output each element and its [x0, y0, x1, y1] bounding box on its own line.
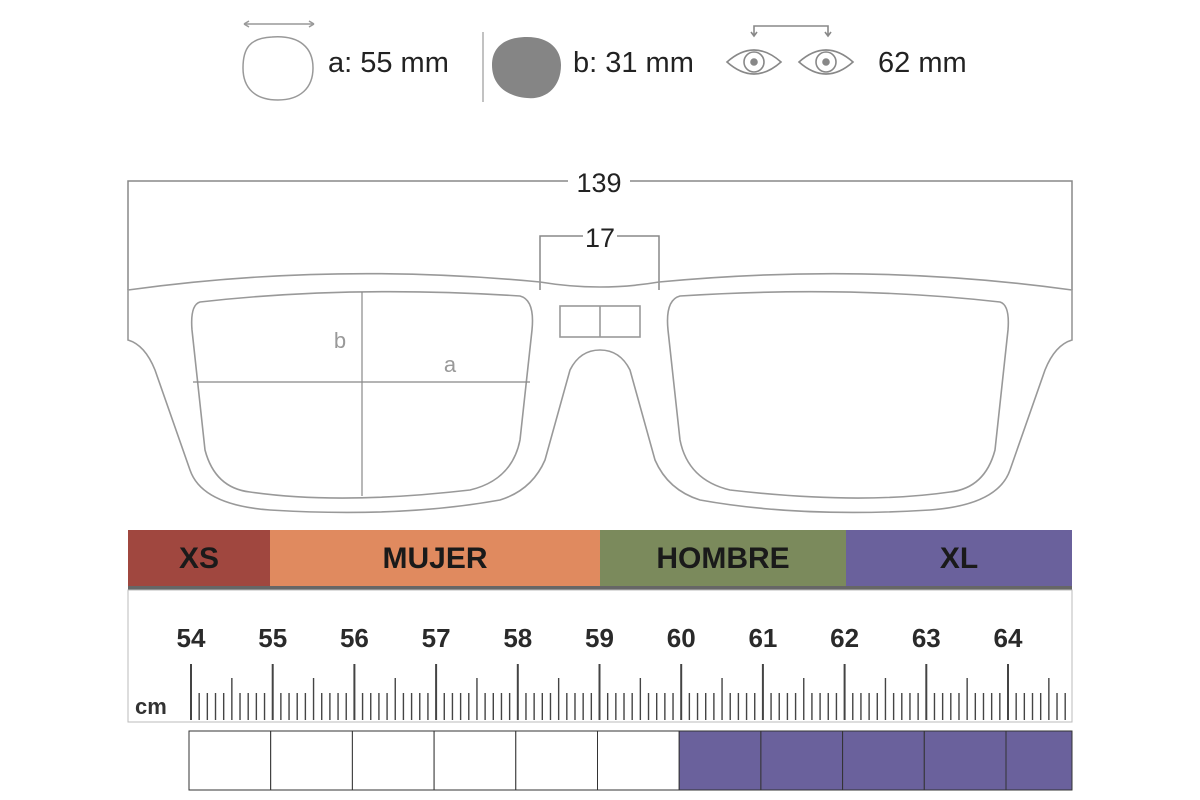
- ruler-labels: 54 55 56 57 58 59 60 61 62 63 64: [177, 623, 1023, 653]
- pupil-distance-text: 62 mm: [878, 47, 967, 79]
- size-indicator-box: [188, 730, 272, 791]
- size-band-label: XS: [179, 542, 219, 575]
- lens-height-spec: b: 31 mm: [482, 32, 694, 102]
- size-band-xl: [846, 530, 1072, 586]
- size-indicator-box: [678, 730, 762, 791]
- eyes-icon: [725, 25, 855, 75]
- ruler-label: 60: [667, 623, 696, 653]
- ruler-label: 64: [994, 623, 1023, 653]
- size-indicator-box: [270, 730, 353, 791]
- bridge-dimension: [539, 235, 660, 290]
- size-band-label: HOMBRE: [656, 542, 789, 575]
- ruler-label: 57: [422, 623, 451, 653]
- size-bands: XS MUJER HOMBRE XL: [128, 530, 1072, 586]
- lens-height-text: b: 31 mm: [573, 47, 694, 79]
- size-indicator-box: [923, 730, 1007, 791]
- glasses-frame-drawing: [127, 272, 1073, 514]
- ruler-label: 56: [340, 623, 369, 653]
- ruler-ticks: [190, 664, 1066, 720]
- size-band-xs: [128, 530, 270, 586]
- size-band-label: XL: [940, 542, 978, 575]
- ruler-label: 62: [830, 623, 859, 653]
- lens-width-spec: a: 55 mm: [242, 20, 449, 101]
- size-band-label: MUJER: [382, 542, 487, 575]
- label-b: b: [334, 328, 346, 353]
- bridge-label: 17: [585, 223, 615, 253]
- ruler-label: 61: [748, 623, 777, 653]
- size-indicator-box: [515, 730, 598, 791]
- ruler-unit: cm: [135, 694, 167, 719]
- size-band-hombre: [600, 530, 846, 586]
- lens-outline-icon: [242, 20, 315, 101]
- total-width-dimension: [127, 180, 1073, 290]
- pupil-distance-spec: 62 mm: [725, 25, 967, 79]
- ruler-label: 55: [258, 623, 287, 653]
- size-indicator-box: [842, 730, 925, 791]
- ruler-label: 54: [177, 623, 206, 653]
- band-divider: [128, 586, 1072, 590]
- size-indicator-boxes: [188, 730, 1073, 791]
- size-indicator-box: [1005, 730, 1073, 791]
- label-a: a: [444, 352, 457, 377]
- lens-filled-icon: [482, 32, 561, 102]
- size-indicator-box: [433, 730, 517, 791]
- lens-width-text: a: 55 mm: [328, 47, 449, 79]
- ruler-label: 59: [585, 623, 614, 653]
- size-band-mujer: [270, 530, 600, 586]
- total-width-label: 139: [576, 168, 621, 198]
- size-indicator-box: [597, 730, 680, 791]
- ruler-label: 63: [912, 623, 941, 653]
- ruler-label: 58: [503, 623, 532, 653]
- size-indicator-box: [351, 730, 435, 791]
- size-indicator-box: [760, 730, 844, 791]
